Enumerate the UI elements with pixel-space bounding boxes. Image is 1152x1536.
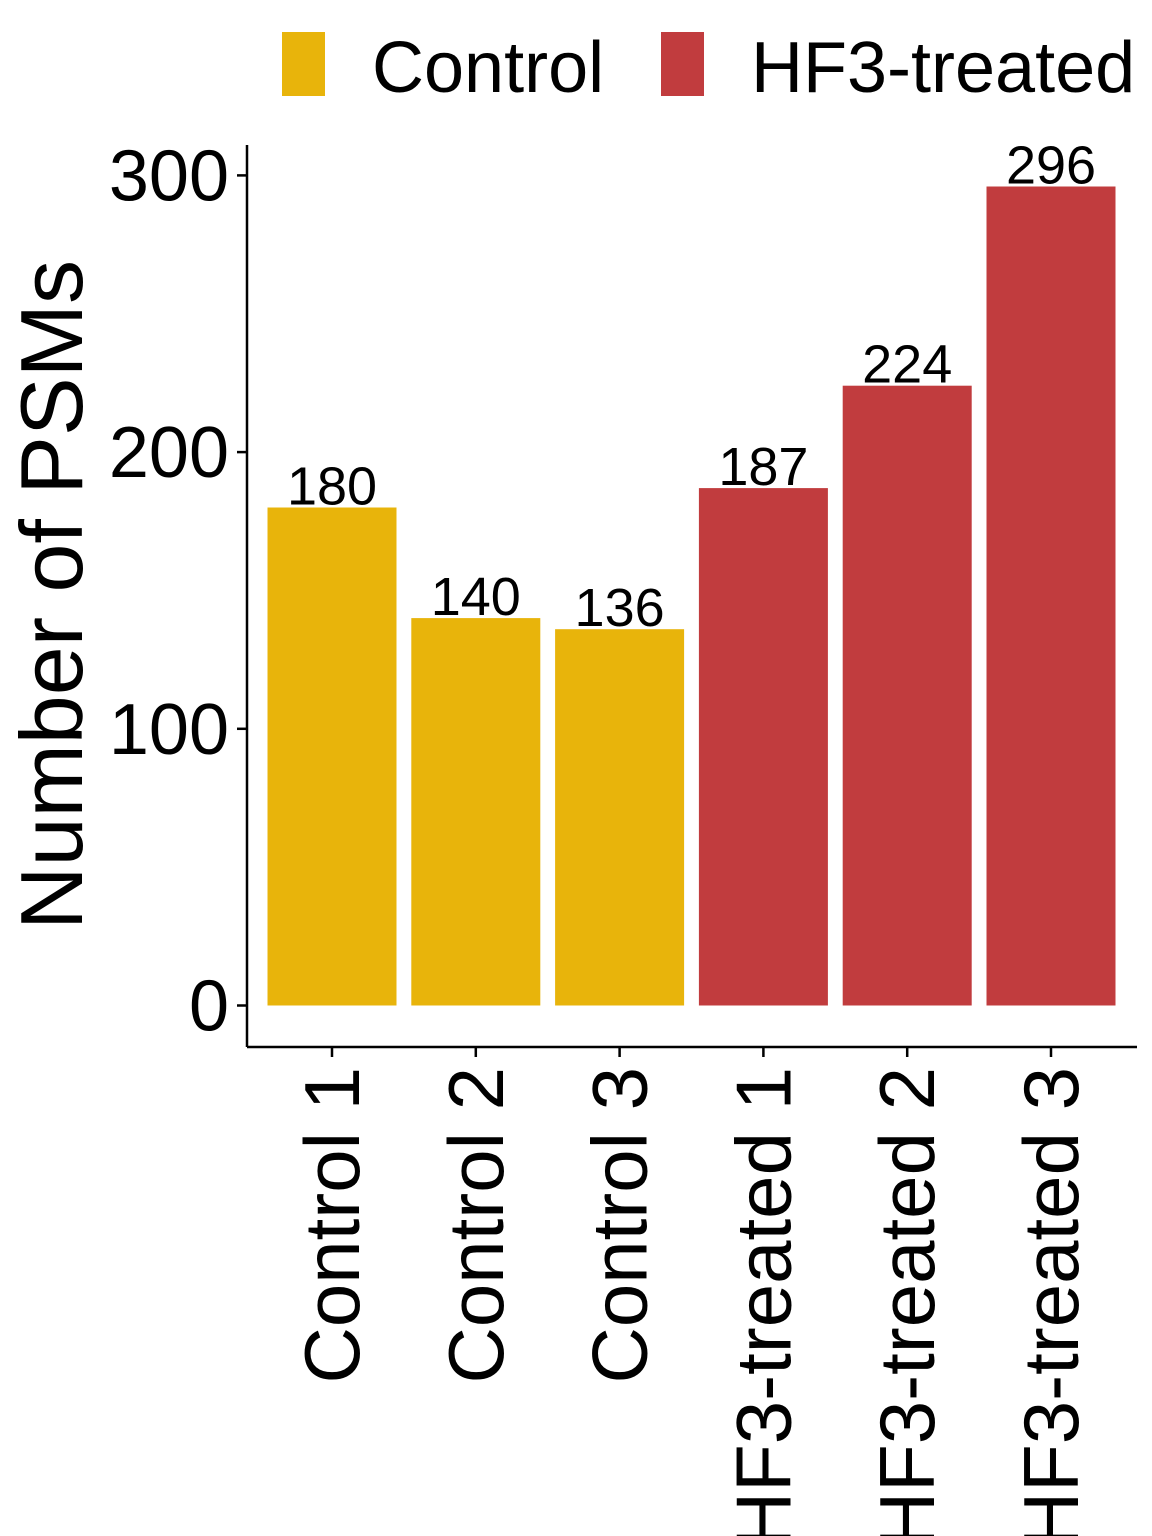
bar-6	[986, 186, 1116, 1006]
y-axis: 0 100 200 300	[109, 136, 249, 1047]
y-tick-label-200: 200	[109, 413, 229, 493]
x-axis: Control 1 Control 2 Control 3 HF3-treated 1…	[247, 1045, 1137, 1536]
bar-5	[842, 385, 972, 1006]
bar-value-label-4: 187	[718, 437, 808, 497]
bar-value-label-6: 296	[1006, 136, 1096, 196]
x-tick-label-4: HF3-treated 1	[719, 1067, 807, 1536]
bar-value-label-2: 140	[431, 567, 521, 627]
data-labels: 180 140 136 187 224 296	[287, 136, 1096, 639]
legend-label-2: HF3-treated	[751, 28, 1135, 108]
bar-4	[698, 488, 828, 1006]
y-axis-label: Number of PSMs	[2, 260, 101, 930]
legend-swatch-2	[661, 32, 704, 96]
bars	[267, 186, 1116, 1006]
x-tick-label-6: HF3-treated 3	[1007, 1067, 1095, 1536]
legend-label-1: Control	[372, 28, 604, 108]
legend: Control HF3-treated	[282, 28, 1135, 108]
bar-3	[555, 629, 685, 1006]
y-tick-label-0: 0	[189, 967, 229, 1047]
y-tick-label-100: 100	[109, 690, 229, 770]
bar-2	[411, 618, 541, 1006]
bar-value-label-3: 136	[575, 578, 665, 638]
x-tick-label-3: Control 3	[576, 1067, 664, 1384]
bar-value-label-1: 180	[287, 457, 377, 517]
x-tick-label-2: Control 2	[432, 1067, 520, 1384]
x-tick-label-5: HF3-treated 2	[863, 1067, 951, 1536]
legend-swatch-1	[282, 32, 325, 96]
bar-value-label-5: 224	[862, 335, 952, 395]
x-tick-label-1: Control 1	[288, 1067, 376, 1384]
y-tick-label-300: 300	[109, 136, 229, 216]
bar-1	[267, 507, 397, 1006]
